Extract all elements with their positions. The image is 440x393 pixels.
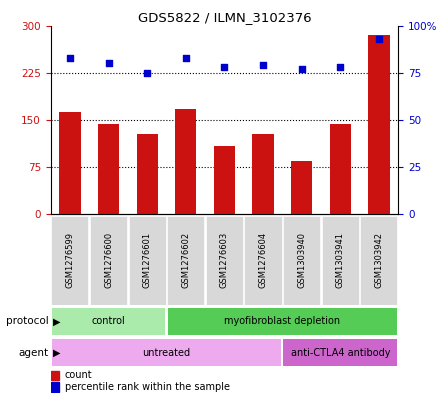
Bar <box>368 35 389 214</box>
Bar <box>51 371 59 380</box>
Point <box>143 70 150 76</box>
Bar <box>98 124 119 214</box>
Bar <box>322 216 359 305</box>
Bar <box>253 134 274 214</box>
Point <box>66 55 73 61</box>
Text: GSM1276602: GSM1276602 <box>181 232 190 288</box>
Point <box>182 55 189 61</box>
Text: GSM1276604: GSM1276604 <box>259 232 268 288</box>
Bar <box>128 216 166 305</box>
Bar <box>59 112 81 214</box>
Text: agent: agent <box>18 348 48 358</box>
Bar <box>168 308 397 334</box>
Text: ▶: ▶ <box>53 348 60 358</box>
Point <box>260 62 267 68</box>
Bar <box>291 161 312 214</box>
Text: GSM1276600: GSM1276600 <box>104 232 113 288</box>
Bar <box>214 146 235 214</box>
Text: protocol: protocol <box>6 316 48 326</box>
Point <box>298 66 305 72</box>
Bar <box>52 340 281 366</box>
Text: myofibroblast depletion: myofibroblast depletion <box>224 316 341 326</box>
Title: GDS5822 / ILMN_3102376: GDS5822 / ILMN_3102376 <box>138 11 311 24</box>
Bar <box>136 134 158 214</box>
Bar <box>167 216 204 305</box>
Bar <box>245 216 282 305</box>
Text: count: count <box>65 370 92 380</box>
Text: GSM1303942: GSM1303942 <box>374 232 383 288</box>
Bar <box>175 108 196 214</box>
Point <box>375 36 382 42</box>
Bar <box>90 216 127 305</box>
Text: anti-CTLA4 antibody: anti-CTLA4 antibody <box>290 348 390 358</box>
Bar <box>206 216 243 305</box>
Text: GSM1276599: GSM1276599 <box>66 232 74 288</box>
Point <box>105 60 112 66</box>
Bar <box>51 216 88 305</box>
Bar <box>360 216 397 305</box>
Bar <box>283 340 397 366</box>
Bar <box>51 382 59 392</box>
Point <box>221 64 228 70</box>
Bar <box>283 216 320 305</box>
Text: percentile rank within the sample: percentile rank within the sample <box>65 382 230 392</box>
Text: untreated: untreated <box>143 348 191 358</box>
Point <box>337 64 344 70</box>
Text: GSM1276601: GSM1276601 <box>143 232 152 288</box>
Bar <box>52 308 165 334</box>
Text: GSM1276603: GSM1276603 <box>220 232 229 288</box>
Text: GSM1303940: GSM1303940 <box>297 232 306 288</box>
Text: GSM1303941: GSM1303941 <box>336 232 345 288</box>
Bar <box>330 124 351 214</box>
Text: ▶: ▶ <box>53 316 60 326</box>
Text: control: control <box>92 316 125 326</box>
